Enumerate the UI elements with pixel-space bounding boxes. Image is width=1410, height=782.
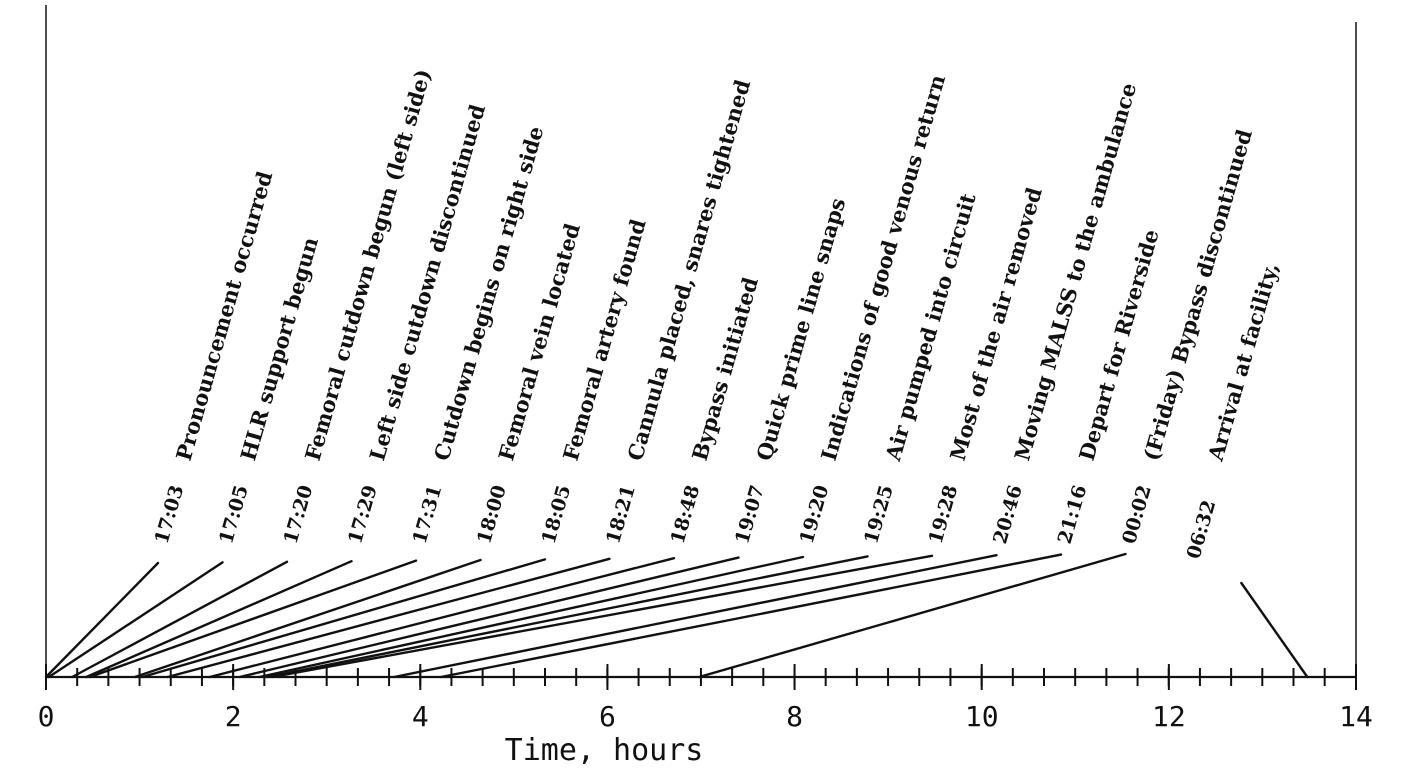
event-label: Left side cutdown discontinued — [364, 101, 490, 463]
event-leader-lines — [44, 552, 1309, 679]
event-leader-line — [238, 556, 740, 679]
event-label: Moving MALSS to the ambulance — [1009, 80, 1141, 463]
event-leader-line — [697, 552, 1127, 679]
x-tick-label: 8 — [786, 700, 803, 733]
event-leader-line — [166, 557, 611, 679]
event-time-label: 18:05 — [538, 483, 576, 547]
x-tick-label: 10 — [965, 700, 999, 733]
event-time-label: 17:29 — [344, 483, 382, 547]
event-leader-line — [133, 558, 482, 679]
event-time-label: 19:20 — [796, 483, 834, 547]
event-leader-line — [392, 554, 998, 679]
event-time-label: 17:03 — [151, 483, 189, 547]
event-time-label: 19:25 — [860, 483, 898, 547]
x-tick-label: 12 — [1152, 700, 1186, 733]
event-leader-line — [271, 554, 934, 679]
event-leader-line — [47, 561, 224, 679]
event-leader-line — [266, 555, 869, 679]
event-time-label: 17:05 — [215, 483, 253, 547]
event-leader-line — [141, 558, 547, 679]
event-leader-line — [70, 560, 289, 679]
event-leader-line — [439, 553, 1063, 679]
x-tick-label: 2 — [225, 700, 242, 733]
event-label: Indications of good venous return — [816, 72, 950, 464]
event-time-label: 17:20 — [280, 483, 318, 547]
event-time-label: 06:32 — [1183, 498, 1221, 562]
x-tick-label: 4 — [412, 700, 429, 733]
event-time-label: 18:00 — [473, 483, 511, 547]
x-axis-title: Time, hours — [505, 733, 704, 768]
event-leader-line — [208, 557, 676, 679]
event-label: Bypass initiated — [687, 274, 763, 463]
x-tick-label: 6 — [599, 700, 616, 733]
event-time-label: 21:16 — [1054, 483, 1092, 547]
event-label: Cannula placed, snares tightened — [622, 76, 755, 463]
event-leader-line — [258, 555, 805, 679]
event-leader-line — [85, 560, 353, 679]
event-time-label: 18:48 — [667, 483, 705, 547]
event-leader-line — [88, 559, 418, 679]
x-tick-label: 14 — [1339, 700, 1373, 733]
event-label: Femoral cutdown begun (left side) — [300, 66, 436, 463]
event-time-label: 20:46 — [989, 483, 1027, 547]
event-time-label: 19:07 — [731, 483, 769, 547]
event-label: Arrival at facility, — [1202, 260, 1283, 465]
major-ticks: 0 2 4 6 8 10 12 14 — [38, 664, 1373, 733]
event-time-label: 17:31 — [409, 483, 447, 547]
x-tick-label: 0 — [38, 700, 55, 733]
event-time-label: 19:28 — [925, 483, 963, 547]
event-time-label: 18:21 — [602, 483, 640, 547]
event-leader-line — [44, 561, 160, 679]
event-time-label: 00:02 — [1118, 483, 1156, 547]
event-leader-line — [1240, 581, 1309, 679]
